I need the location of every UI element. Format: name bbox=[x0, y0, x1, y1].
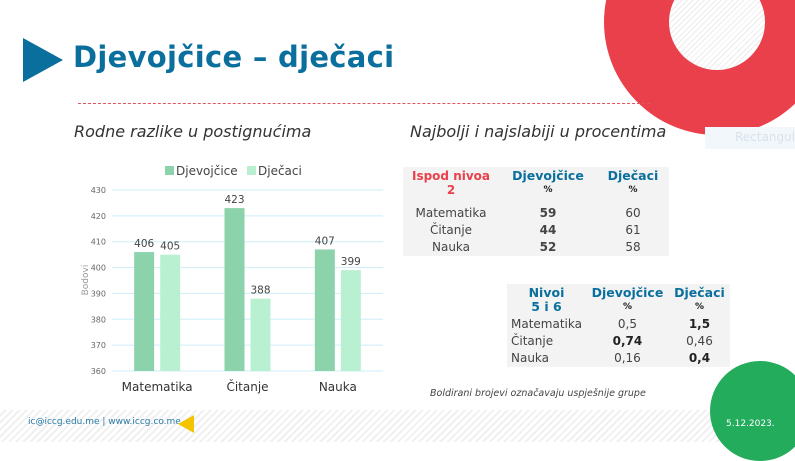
cell: Čitanje bbox=[511, 334, 554, 348]
legend-swatch-boys bbox=[247, 166, 256, 175]
cell: Čitanje bbox=[429, 223, 473, 237]
header-label: Nivoi 5 i 6 bbox=[528, 285, 565, 314]
cell: 0,46 bbox=[686, 334, 713, 348]
cell: Nauka bbox=[511, 351, 550, 365]
bar bbox=[134, 252, 155, 371]
ghost-shape-label: Rectangula bbox=[705, 127, 795, 149]
table-row: Nauka 0,16 0,4 bbox=[507, 350, 730, 367]
header-label: Dječaci bbox=[607, 168, 659, 183]
bar bbox=[340, 270, 361, 371]
cell: 0,4 bbox=[688, 351, 711, 365]
cell: 58 bbox=[625, 240, 641, 254]
bar bbox=[160, 254, 181, 371]
data-label: 399 bbox=[341, 256, 361, 268]
header-cell: Djevojčice% bbox=[586, 284, 669, 316]
slide-date: 5.12.2023. bbox=[726, 419, 775, 429]
decorative-green-circle bbox=[710, 361, 795, 461]
y-tick-label: 380 bbox=[91, 315, 106, 324]
levels-5-6-table: Nivoi 5 i 6 Djevojčice% Dječaci% Matemat… bbox=[507, 284, 730, 367]
y-tick-label: 360 bbox=[91, 367, 106, 376]
header-cell: Dječaci% bbox=[669, 284, 730, 316]
cell: 52 bbox=[539, 240, 557, 254]
tables-subtitle: Najbolji i najslabiji u procentima bbox=[410, 122, 667, 141]
footer-triangle-icon bbox=[178, 415, 194, 433]
cell: 61 bbox=[625, 223, 641, 237]
unit-label: % bbox=[622, 302, 632, 312]
data-label: 388 bbox=[250, 285, 270, 297]
header-label: Djevojčice bbox=[591, 285, 664, 300]
title-triangle-icon bbox=[23, 38, 63, 82]
divider bbox=[78, 103, 650, 104]
unit-label: % bbox=[543, 185, 553, 195]
y-tick-label: 410 bbox=[91, 238, 106, 247]
bar bbox=[314, 249, 335, 371]
data-label: 407 bbox=[315, 235, 335, 247]
y-tick-label: 400 bbox=[91, 264, 106, 273]
below-level-2-table: Ispod nivoa 2 Djevojčice% Dječaci% Matem… bbox=[403, 167, 669, 256]
bar bbox=[224, 208, 245, 371]
cell: 44 bbox=[539, 223, 557, 237]
data-label: 423 bbox=[224, 194, 244, 206]
table-row: Čitanje 44 61 bbox=[403, 222, 669, 239]
chart-subtitle: Rodne razlike u postignućima bbox=[74, 122, 312, 141]
header-label: Djevojčice bbox=[512, 168, 584, 183]
table-header-row: Ispod nivoa 2 Djevojčice% Dječaci% bbox=[403, 167, 669, 199]
y-tick-label: 370 bbox=[91, 341, 106, 350]
x-tick-label: Matematika bbox=[122, 380, 193, 394]
footnote: Boldirani brojevi označavaju uspješnije … bbox=[430, 388, 646, 399]
header-label: Dječaci bbox=[674, 285, 725, 300]
cell: 59 bbox=[539, 206, 557, 220]
page-title: Djevojčice – dječaci bbox=[73, 40, 395, 74]
bar bbox=[250, 298, 271, 371]
data-label: 406 bbox=[134, 238, 154, 250]
legend-label-girls: Djevojčice bbox=[176, 164, 238, 178]
y-tick-label: 430 bbox=[91, 186, 106, 195]
cell: Nauka bbox=[431, 240, 471, 254]
bar-chart: Djevojčice Dječaci Bodovi 360 370 380 390 40… bbox=[81, 164, 383, 394]
table-row: Matematika 0,5 1,5 bbox=[507, 316, 730, 333]
cell: 0,5 bbox=[617, 317, 637, 331]
table-row: Čitanje 0,74 0,46 bbox=[507, 333, 730, 350]
cell: Matematika bbox=[415, 206, 487, 220]
footer-contact[interactable]: ic@iccg.edu.me | www.iccg.co.me bbox=[28, 417, 181, 427]
legend-swatch-girls bbox=[165, 166, 174, 175]
cell: 0,74 bbox=[612, 334, 643, 348]
table-row: Nauka 52 58 bbox=[403, 239, 669, 256]
y-tick-label: 420 bbox=[91, 212, 106, 221]
unit-label: % bbox=[694, 302, 704, 312]
header-cell: Dječaci% bbox=[597, 167, 669, 199]
data-label: 405 bbox=[160, 241, 180, 253]
table-header-row: Nivoi 5 i 6 Djevojčice% Dječaci% bbox=[507, 284, 730, 316]
cell: 0,16 bbox=[614, 351, 641, 365]
unit-label: % bbox=[628, 185, 638, 195]
y-axis-label: Bodovi bbox=[81, 265, 91, 296]
table-row: Matematika 59 60 bbox=[403, 205, 669, 222]
header-cell: Nivoi 5 i 6 bbox=[507, 284, 586, 316]
cell: 1,5 bbox=[688, 317, 711, 331]
header-cell: Ispod nivoa 2 bbox=[411, 169, 491, 197]
y-tick-label: 390 bbox=[91, 289, 106, 298]
legend-label-boys: Dječaci bbox=[258, 164, 302, 178]
x-tick-label: Nauka bbox=[319, 380, 357, 394]
cell: 60 bbox=[625, 206, 641, 220]
cell: Matematika bbox=[511, 317, 582, 331]
x-tick-label: Čitanje bbox=[226, 379, 268, 394]
footer-band bbox=[0, 410, 795, 442]
header-cell: Djevojčice% bbox=[499, 167, 597, 199]
chart-legend: Djevojčice Dječaci bbox=[165, 164, 302, 178]
